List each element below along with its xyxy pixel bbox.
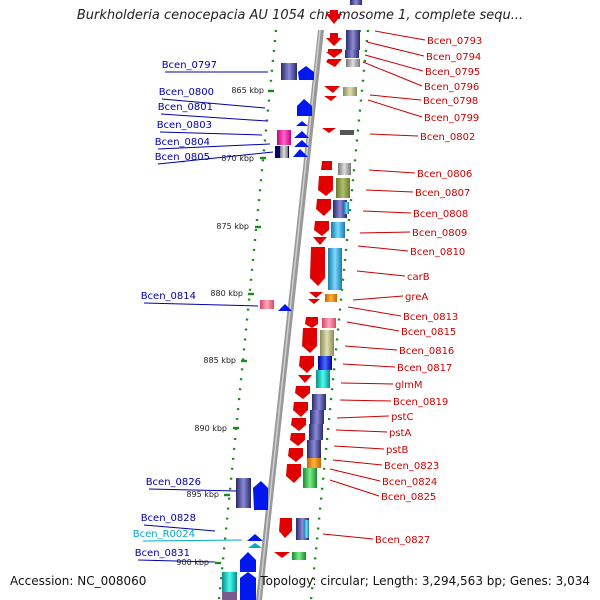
gene-label-left[interactable]: Bcen_0800 <box>159 87 214 98</box>
leader-line-right <box>366 41 425 57</box>
gene-features <box>222 0 362 600</box>
gene-label-right[interactable]: pstA <box>389 428 411 439</box>
leader-line-left <box>159 131 263 136</box>
gene-label-right[interactable]: Bcen_0793 <box>427 36 482 47</box>
scale-tick-label: 885 kbp <box>203 356 236 365</box>
scale-tick-label: 870 kbp <box>221 154 254 163</box>
leader-line-right <box>344 345 398 351</box>
leader-line-right <box>359 231 411 234</box>
leader-line-right <box>347 306 402 317</box>
gene-label-right[interactable]: Bcen_0823 <box>384 461 439 472</box>
scale-tick-label: 875 kbp <box>216 222 249 231</box>
leader-line-right <box>357 245 409 252</box>
leader-line-right <box>369 133 419 137</box>
leader-line-left <box>161 98 266 109</box>
gene-label-right[interactable]: Bcen_0824 <box>382 477 437 488</box>
gene-label-right[interactable]: Bcen_0827 <box>375 535 430 546</box>
leader-line-left <box>142 539 243 542</box>
gene-label-right[interactable]: Bcen_0817 <box>397 363 452 374</box>
leader-line-right <box>333 445 385 450</box>
scale-tick-label: 895 kbp <box>186 490 219 499</box>
leader-line-right <box>335 429 388 433</box>
leader-line-right <box>352 295 404 301</box>
leader-line-right <box>340 382 394 385</box>
gene-label-left[interactable]: Bcen_0804 <box>155 137 210 148</box>
gene-label-left[interactable]: Bcen_R0024 <box>133 529 195 540</box>
leader-line-left <box>160 113 268 122</box>
leader-line-left <box>137 559 216 563</box>
gene-label-right[interactable]: Bcen_0825 <box>381 492 436 503</box>
gene-label-left[interactable]: Bcen_0831 <box>135 548 190 559</box>
gene-label-right[interactable]: Bcen_0809 <box>412 228 467 239</box>
leader-line-left <box>148 488 238 492</box>
leader-line-left <box>157 143 271 150</box>
gene-label-right[interactable]: Bcen_0799 <box>424 113 479 124</box>
guide-line-right <box>309 29 370 600</box>
gene-label-left[interactable]: Bcen_0803 <box>157 120 212 131</box>
gene-label-right[interactable]: Bcen_0796 <box>424 82 479 93</box>
leader-line-right <box>339 399 392 402</box>
leader-line-right <box>362 61 423 87</box>
gene-label-right[interactable]: Bcen_0816 <box>399 346 454 357</box>
leader-line-right <box>346 321 400 332</box>
leader-line-right <box>367 99 423 118</box>
gene-label-right[interactable]: pstB <box>386 445 408 456</box>
gene-label-left[interactable]: Bcen_0805 <box>155 152 210 163</box>
leader-line-right <box>356 270 406 277</box>
genome-summary-text: Topology: circular; Length: 3,294,563 bp… <box>260 574 590 588</box>
leader-line-right <box>332 459 383 466</box>
scale-tick-label: 880 kbp <box>210 289 243 298</box>
gene-label-left[interactable]: Bcen_0797 <box>162 60 217 71</box>
leader-line-right <box>329 468 381 482</box>
gene-label-right[interactable]: glmM <box>395 380 423 391</box>
gene-label-left[interactable]: Bcen_0828 <box>141 513 196 524</box>
leader-line-left <box>157 151 274 165</box>
leader-line-right <box>364 54 424 72</box>
gene-label-right[interactable]: Bcen_0810 <box>410 247 465 258</box>
scale-tick-label: 890 kbp <box>194 424 227 433</box>
leader-line-right <box>368 169 416 174</box>
gene-label-right[interactable]: carB <box>407 272 430 283</box>
leader-line-right <box>336 415 390 419</box>
leader-line-right <box>362 210 412 214</box>
backbone-highlight <box>258 29 321 600</box>
gene-labels: Bcen_0797 Bcen_0800 Bcen_0801 Bcen_0803 Bcen… <box>133 36 483 559</box>
gene-label-right[interactable]: Bcen_0813 <box>403 312 458 323</box>
leader-line-left <box>143 524 216 532</box>
gene-label-right[interactable]: Bcen_0815 <box>401 327 456 338</box>
gene-label-right[interactable]: Bcen_0795 <box>425 67 480 78</box>
leader-line-right <box>374 30 426 41</box>
gene-label-right[interactable]: greA <box>405 292 428 303</box>
leader-lines <box>137 30 426 563</box>
scale-ticks: 865 kbp 870 kbp 875 kbp 880 kbp 885 kbp 890 k… <box>176 86 274 567</box>
gene-label-left[interactable]: Bcen_0814 <box>141 291 196 302</box>
leader-line-right <box>322 533 374 540</box>
map-title: Burkholderia cenocepacia AU 1054 chromos… <box>76 8 524 23</box>
gene-label-right[interactable]: Bcen_0807 <box>415 188 470 199</box>
gene-label-right[interactable]: Bcen_0794 <box>426 52 481 63</box>
leader-line-left <box>143 302 259 307</box>
accession-text: Accession: NC_008060 <box>10 574 147 588</box>
gene-label-right[interactable]: Bcen_0819 <box>393 397 448 408</box>
gene-label-left[interactable]: Bcen_0801 <box>158 102 213 113</box>
gene-label-right[interactable]: Bcen_0808 <box>413 209 468 220</box>
gene-label-right[interactable]: pstC <box>391 412 413 423</box>
leader-line-right <box>329 479 380 497</box>
leader-line-right <box>342 363 396 368</box>
scale-tick-label: 900 kbp <box>176 558 209 567</box>
gene-label-right[interactable]: Bcen_0798 <box>423 96 478 107</box>
gene-label-left[interactable]: Bcen_0826 <box>146 477 201 488</box>
leader-line-right <box>365 189 414 193</box>
leader-line-right <box>369 94 422 101</box>
scale-tick-label: 865 kbp <box>231 86 264 95</box>
gene-label-right[interactable]: Bcen_0806 <box>417 169 472 180</box>
gene-label-right[interactable]: Bcen_0802 <box>420 132 475 143</box>
